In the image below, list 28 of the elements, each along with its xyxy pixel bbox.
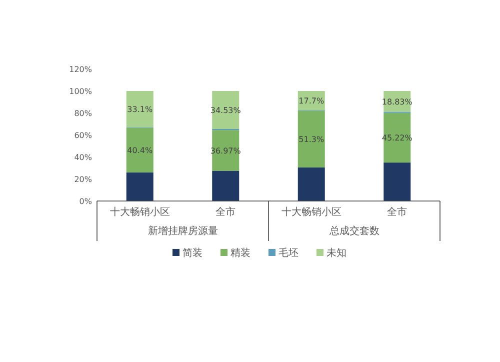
bar — [384, 162, 411, 201]
x-tick-label: 全市 — [387, 206, 408, 218]
x-tick-label: 十大畅销小区 — [281, 206, 342, 218]
legend-label: 简装 — [182, 247, 202, 259]
legend-label: 毛坯 — [278, 247, 298, 259]
bar — [126, 91, 154, 128]
bar — [126, 172, 154, 201]
y-tick-label: 120% — [69, 65, 92, 74]
bar — [212, 170, 240, 201]
text: 新增挂牌房源量 — [148, 225, 218, 237]
y-tick-label: 0% — [79, 197, 92, 206]
y-tick-label: 40% — [74, 153, 92, 162]
bar — [298, 167, 325, 201]
bar — [126, 128, 154, 172]
data-label: 33.1% — [127, 105, 153, 114]
text: 总成交套数 — [328, 225, 380, 237]
data-label: 51.3% — [298, 135, 324, 144]
data-label: 17.7% — [298, 96, 324, 106]
x-tick-label: 十大畅销小区 — [110, 206, 170, 218]
y-tick-label: 100% — [69, 87, 92, 96]
y-tick-label: 80% — [74, 109, 92, 118]
legend-label: 精装 — [230, 247, 250, 259]
x-tick-label: 全市 — [216, 206, 236, 218]
data-label: 40.4% — [127, 146, 153, 156]
bar — [298, 111, 325, 168]
legend-label: 未知 — [326, 247, 346, 259]
y-tick-label: 20% — [74, 175, 92, 184]
y-tick-label: 60% — [74, 131, 92, 140]
